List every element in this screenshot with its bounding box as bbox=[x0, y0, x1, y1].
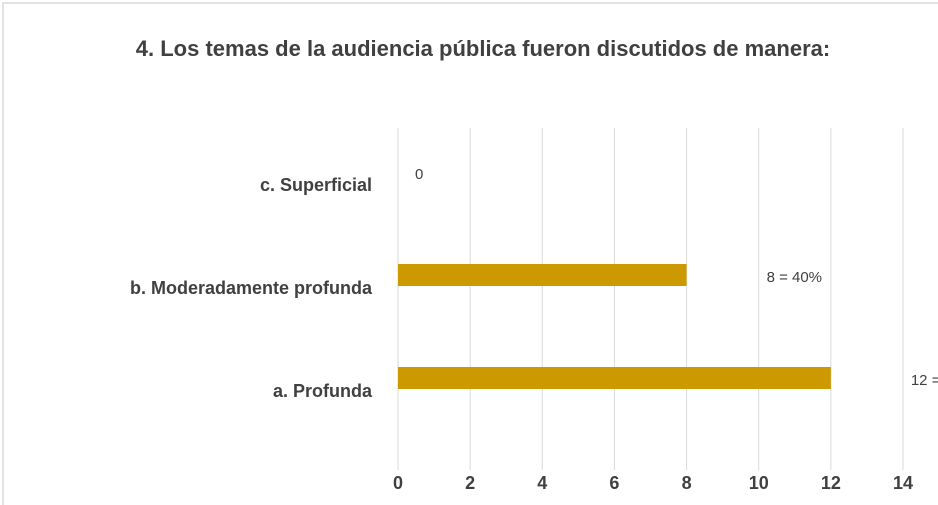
x-tick-label: 12 bbox=[821, 473, 841, 493]
value-label: 0 bbox=[415, 166, 423, 183]
value-label: 12 = 60 % bbox=[911, 372, 938, 389]
x-tick-label: 14 bbox=[893, 473, 913, 493]
x-tick-label: 6 bbox=[609, 473, 619, 493]
x-tick-label: 0 bbox=[393, 473, 403, 493]
x-tick-label: 2 bbox=[465, 473, 475, 493]
category-label: a. Profunda bbox=[273, 381, 373, 401]
category-label: b. Moderadamente profunda bbox=[130, 278, 373, 298]
bar bbox=[398, 367, 831, 389]
value-label: 8 = 40% bbox=[767, 269, 822, 286]
x-tick-label: 4 bbox=[537, 473, 547, 493]
bar bbox=[398, 264, 687, 286]
x-tick-label: 10 bbox=[749, 473, 769, 493]
x-tick-label: 8 bbox=[682, 473, 692, 493]
category-label: c. Superficial bbox=[260, 175, 372, 195]
chart-title: 4. Los temas de la audiencia pública fue… bbox=[135, 36, 831, 61]
